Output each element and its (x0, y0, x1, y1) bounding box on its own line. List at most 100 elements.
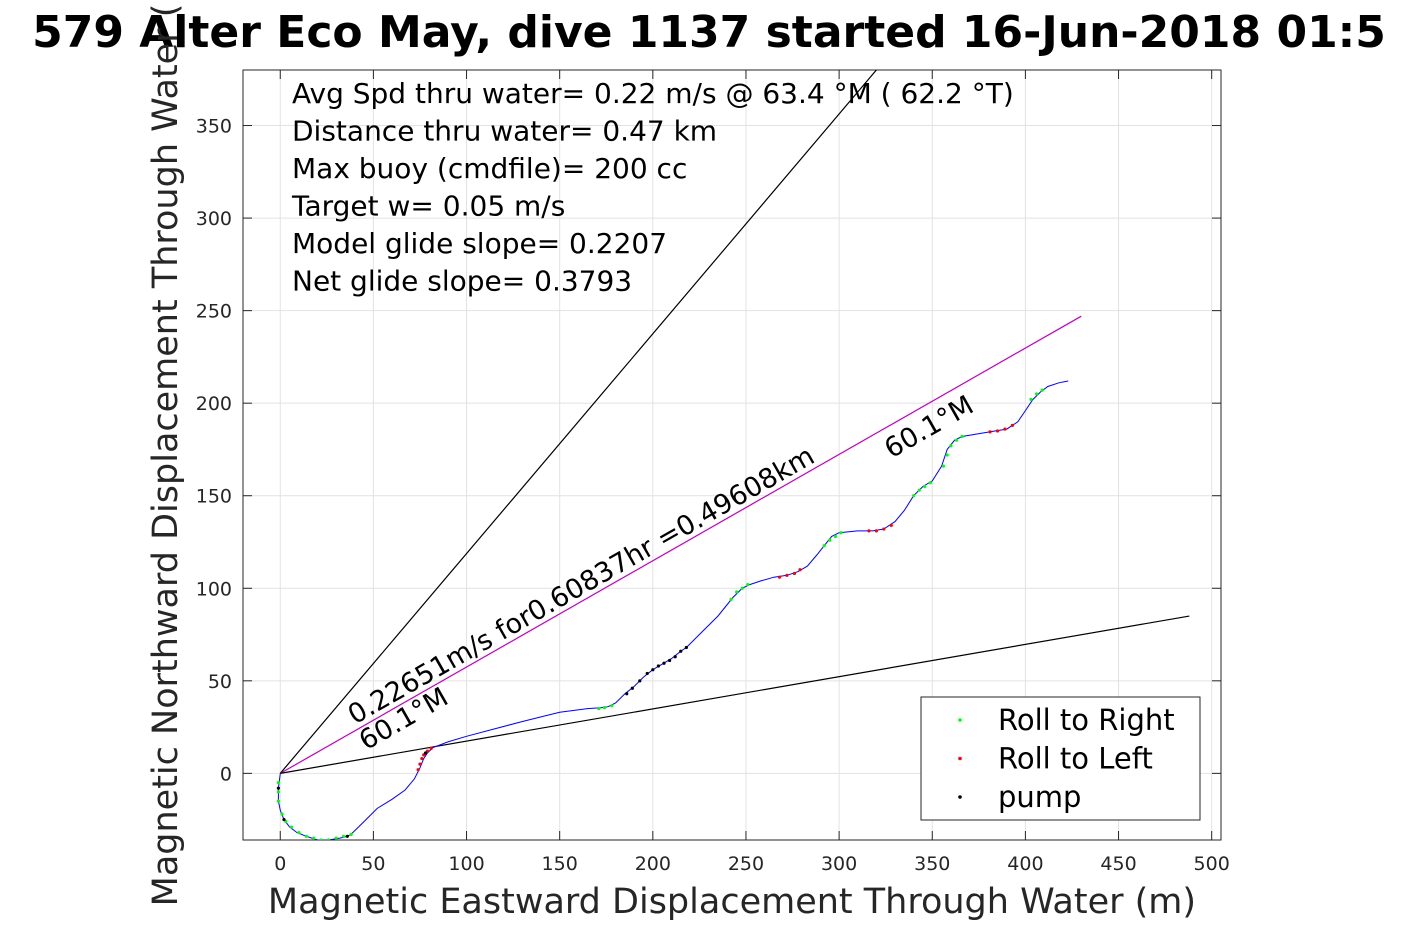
x-axis-label: Magnetic Eastward Displacement Through W… (268, 882, 1196, 922)
roll-to-right-marker (822, 544, 826, 548)
roll-to-right-marker (1034, 392, 1039, 396)
roll-to-right-marker (276, 799, 280, 803)
roll-to-right-marker (1040, 388, 1044, 392)
info-line: Distance thru water= 0.47 km (292, 115, 717, 148)
y-tick-label: 0 (220, 763, 232, 785)
pump-marker (630, 686, 634, 690)
x-tick-label: 450 (1100, 853, 1136, 875)
roll-to-left-marker (420, 756, 424, 761)
upper-bound-line (279, 70, 877, 774)
roll-to-right-marker (597, 706, 601, 711)
roll-to-right-marker (312, 836, 316, 840)
legend-label-roll-to-left: Roll to Left (998, 742, 1153, 776)
y-tick-label: 150 (196, 486, 232, 508)
roll-to-right-marker (928, 481, 932, 485)
roll-to-left-marker (429, 746, 433, 750)
roll-to-left-marker (889, 523, 893, 527)
x-tick-label: 300 (821, 853, 857, 875)
roll-to-right-marker (610, 704, 614, 708)
pump-marker (651, 668, 655, 672)
grid-lines (243, 70, 1221, 840)
plot-area-frame (242, 69, 1222, 841)
x-tick-label: 0 (274, 853, 286, 875)
roll-to-left-marker (777, 575, 782, 579)
roll-to-right-marker (833, 534, 837, 539)
pump-marker (638, 679, 642, 683)
roll-to-right-marker (276, 781, 280, 785)
roll-to-right-marker (746, 582, 750, 587)
info-line: Model glide slope= 0.2207 (292, 227, 667, 260)
y-axis-label: Magnetic Northward Displacement Through … (146, 4, 186, 907)
info-line: Avg Spd thru water= 0.22 m/s @ 63.4 °M (… (292, 77, 1014, 110)
pump-marker (662, 661, 666, 665)
legend-marker-pump (958, 795, 962, 799)
x-tick-label: 400 (1007, 853, 1043, 875)
x-tick-label: 100 (448, 853, 484, 875)
pump-marker (345, 834, 349, 838)
roll-to-left-marker (995, 429, 1000, 433)
legend-marker-roll-to-left (958, 756, 962, 761)
roll-to-right-marker (912, 494, 916, 498)
pump-marker (684, 645, 688, 650)
heading-line (279, 315, 1082, 774)
y-tick-label: 250 (196, 301, 232, 323)
roll-to-right-marker (276, 790, 280, 794)
roll-to-left-marker (798, 568, 802, 572)
roll-to-left-marker (792, 571, 797, 576)
roll-to-right-marker (1029, 397, 1033, 402)
y-tick-label: 200 (196, 393, 232, 415)
chart-title: 579 Alter Eco May, dive 1137 started 16-… (32, 7, 1386, 58)
plot-content (276, 70, 1190, 840)
roll-to-right-marker (327, 838, 331, 840)
roll-to-right-marker (960, 434, 964, 439)
legend: Roll to Right Roll to Left pump (920, 696, 1201, 821)
legend-label-roll-to-right: Roll to Right (998, 703, 1175, 737)
roll-to-right-marker (297, 830, 301, 835)
pump-marker (282, 818, 286, 822)
roll-to-left-marker (418, 762, 422, 766)
x-tick-label: 200 (635, 853, 671, 875)
y-tick-label: 50 (208, 671, 232, 693)
y-tick-label: 350 (196, 116, 232, 138)
pump-marker (423, 751, 428, 755)
roll-to-left-marker (867, 529, 871, 533)
heading-annotation-end: 60.1°M (879, 390, 979, 465)
roll-to-right-marker (319, 838, 323, 840)
roll-to-right-markers (276, 388, 1044, 840)
roll-to-right-marker (923, 484, 927, 489)
roll-to-left-marker (882, 527, 886, 531)
roll-to-right-marker (280, 812, 284, 816)
roll-to-right-marker (349, 832, 353, 837)
x-tick-label: 250 (728, 853, 764, 875)
pump-markers (276, 645, 688, 838)
roll-to-right-marker (341, 834, 346, 838)
roll-to-left-marker (416, 768, 420, 772)
info-line: Net glide slope= 0.3793 (292, 265, 632, 298)
legend-marker-roll-to-right (958, 718, 962, 722)
roll-to-right-marker (945, 453, 949, 457)
x-tick-label: 350 (914, 853, 950, 875)
x-tick-label: 500 (1194, 853, 1230, 875)
roll-to-right-marker (334, 836, 338, 840)
info-line: Max buoy (cmdfile)= 200 cc (292, 152, 687, 185)
roll-to-left-marker (1010, 423, 1014, 427)
x-tick-label: 50 (361, 853, 385, 875)
roll-to-right-marker (839, 531, 843, 535)
y-tick-label: 300 (196, 208, 232, 230)
roll-to-right-marker (740, 586, 744, 590)
roll-to-right-marker (602, 706, 606, 710)
roll-to-left-marker (1003, 427, 1007, 431)
axis-ticks: 0 50 100 150 200 250 300 350 400 450 500 0 50 100 150 2… (196, 70, 1230, 875)
info-text-block: Avg Spd thru water= 0.22 m/s @ 63.4 °M (… (291, 77, 1014, 298)
legend-box (920, 696, 1201, 821)
legend-label-pump: pump (998, 780, 1081, 814)
pump-marker (645, 671, 649, 676)
pump-marker (276, 786, 280, 790)
pump-marker (656, 664, 661, 668)
pump-marker (673, 655, 677, 659)
pump-marker (625, 692, 629, 696)
info-line: Target w= 0.05 m/s (291, 190, 565, 223)
roll-to-right-marker (941, 464, 946, 468)
roll-to-right-marker (304, 834, 308, 838)
